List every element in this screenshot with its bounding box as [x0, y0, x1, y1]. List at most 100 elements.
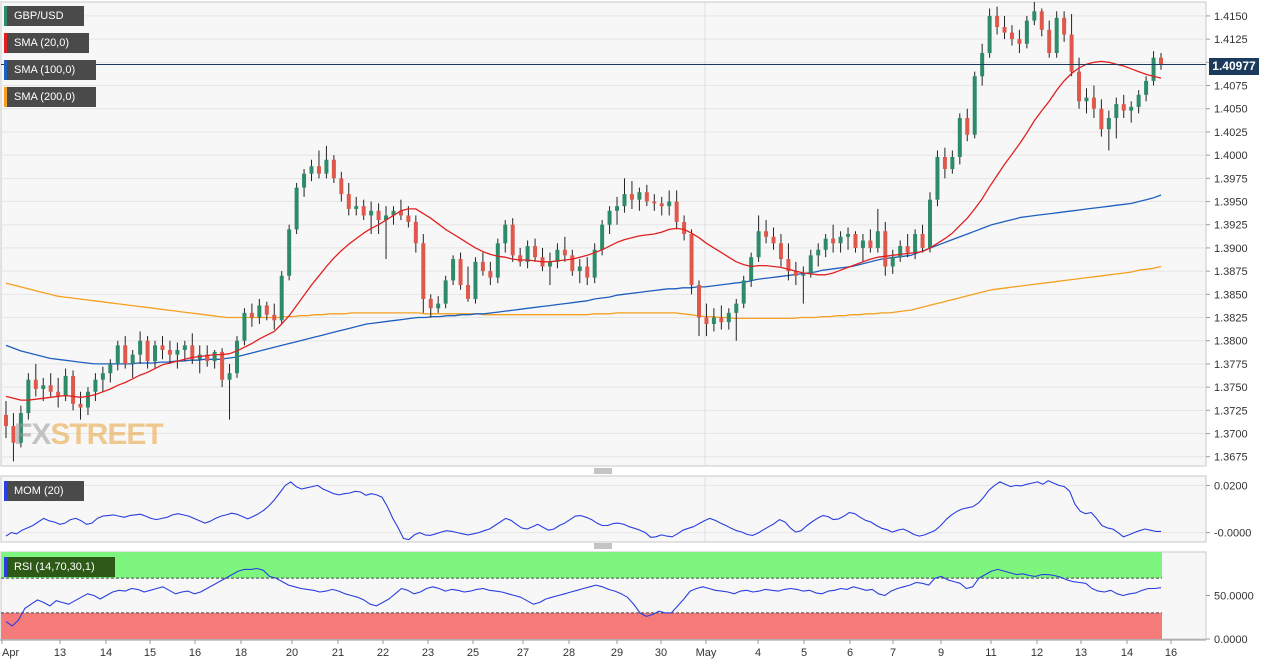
- legend-sma200[interactable]: SMA (200,0): [4, 87, 96, 107]
- candle-body: [801, 273, 806, 276]
- candle-bearish: [1159, 53, 1163, 70]
- candle-body: [972, 76, 977, 135]
- candle-bullish: [85, 387, 90, 415]
- candle-bullish: [898, 240, 903, 262]
- candle-body: [1054, 17, 1059, 54]
- legend-sma100[interactable]: SMA (100,0): [4, 60, 96, 80]
- candle-bullish: [547, 252, 552, 286]
- candle-bullish: [816, 243, 821, 267]
- candle-body: [868, 240, 873, 248]
- legend-rsi[interactable]: RSI (14,70,30,1): [4, 557, 115, 577]
- candle-body: [652, 201, 657, 204]
- candle-bearish: [167, 340, 172, 364]
- candle-body: [808, 255, 813, 274]
- candle-body: [115, 345, 120, 364]
- price-tick-label: 1.3825: [1214, 313, 1248, 325]
- rsi-oversold-zone: [1, 612, 1162, 639]
- candle-body: [324, 159, 329, 174]
- time-tick-label: 23: [422, 647, 434, 659]
- candle-bearish: [1002, 15, 1007, 40]
- candle-bearish: [398, 199, 403, 221]
- candle-body: [443, 280, 448, 304]
- candle-body: [674, 201, 679, 222]
- time-tick-label: 29: [611, 647, 623, 659]
- candle-body: [48, 385, 53, 392]
- price-tick-label: 1.3800: [1214, 336, 1248, 348]
- price-tick-label: 1.4150: [1214, 11, 1248, 23]
- candle-bearish: [11, 413, 16, 462]
- momentum-pane[interactable]: 0.0200 -0.0000: [0, 475, 1251, 543]
- candle-body: [793, 271, 798, 276]
- candle-bullish: [235, 336, 239, 378]
- time-tick-label: Apr: [2, 647, 19, 659]
- candle-bearish: [1099, 99, 1104, 137]
- candle-body: [302, 173, 307, 188]
- candle-body: [1159, 57, 1163, 65]
- candle-bullish: [734, 298, 739, 341]
- candle-bullish: [972, 71, 977, 139]
- candle-bearish: [920, 224, 925, 253]
- candle-body: [413, 221, 418, 244]
- rsi-overbought-zone: [1, 552, 1162, 579]
- candle-body: [235, 340, 239, 374]
- candle-body: [875, 231, 880, 248]
- candle-body: [264, 305, 269, 315]
- candle-bearish: [78, 391, 83, 420]
- price-pane[interactable]: 1.41501.41251.41001.40751.40501.40251.40…: [0, 1, 1248, 549]
- candle-body: [697, 285, 701, 318]
- candle-body: [711, 317, 716, 325]
- candle-bearish: [570, 249, 575, 276]
- legend-symbol[interactable]: GBP/USD: [4, 6, 84, 26]
- price-tick-label: 1.3900: [1214, 243, 1248, 255]
- candle-bearish: [652, 194, 657, 211]
- time-tick-label: 16: [1165, 647, 1177, 659]
- price-tick-label: 1.4025: [1214, 127, 1248, 139]
- candle-body: [995, 15, 1000, 28]
- candle-bullish: [93, 373, 98, 402]
- candle-bullish: [302, 169, 307, 197]
- candle-bullish: [890, 249, 895, 274]
- candle-bullish: [287, 224, 292, 281]
- candle-bullish: [18, 405, 23, 448]
- candle-bearish: [697, 280, 701, 337]
- candle-body: [734, 303, 739, 313]
- candle-bullish: [615, 196, 620, 225]
- candle-body: [63, 375, 68, 397]
- candle-body: [1002, 27, 1007, 33]
- time-tick-label: 4: [755, 647, 761, 659]
- candle-body: [309, 166, 314, 174]
- candle-bullish: [637, 187, 642, 211]
- candle-body: [294, 187, 299, 230]
- candle-bearish: [778, 234, 783, 267]
- candle-body: [950, 156, 955, 170]
- candle-body: [33, 379, 38, 389]
- legend-mom[interactable]: MOM (20): [4, 481, 84, 501]
- candle-bearish: [682, 215, 687, 241]
- candle-bullish: [212, 350, 217, 369]
- price-tick-label: 1.3675: [1214, 452, 1248, 464]
- candle-bullish: [242, 308, 247, 346]
- price-tick-label: 1.3775: [1214, 359, 1248, 371]
- candle-body: [682, 221, 687, 234]
- candle-body: [622, 194, 627, 207]
- legend-mom-label: MOM (20): [14, 485, 64, 497]
- candle-body: [85, 391, 90, 408]
- candle-body: [928, 199, 932, 248]
- candle-body: [853, 234, 858, 248]
- candle-bullish: [1032, 2, 1037, 26]
- candle-body: [741, 280, 746, 304]
- candle-bullish: [294, 182, 299, 234]
- candle-body: [570, 255, 575, 272]
- legend-sma20-label: SMA (20,0): [14, 37, 70, 49]
- candle-body: [227, 373, 232, 380]
- candle-bearish: [719, 305, 724, 330]
- candle-body: [629, 194, 634, 200]
- candle-body: [547, 261, 552, 267]
- candle-body: [421, 243, 426, 299]
- candle-body: [510, 224, 515, 256]
- candle-body: [398, 210, 403, 216]
- time-tick-label: 16: [189, 647, 201, 659]
- rsi-pane[interactable]: 50.0000 0.0000: [0, 551, 1254, 646]
- legend-sma20[interactable]: SMA (20,0): [4, 33, 89, 53]
- candle-bullish: [808, 249, 813, 278]
